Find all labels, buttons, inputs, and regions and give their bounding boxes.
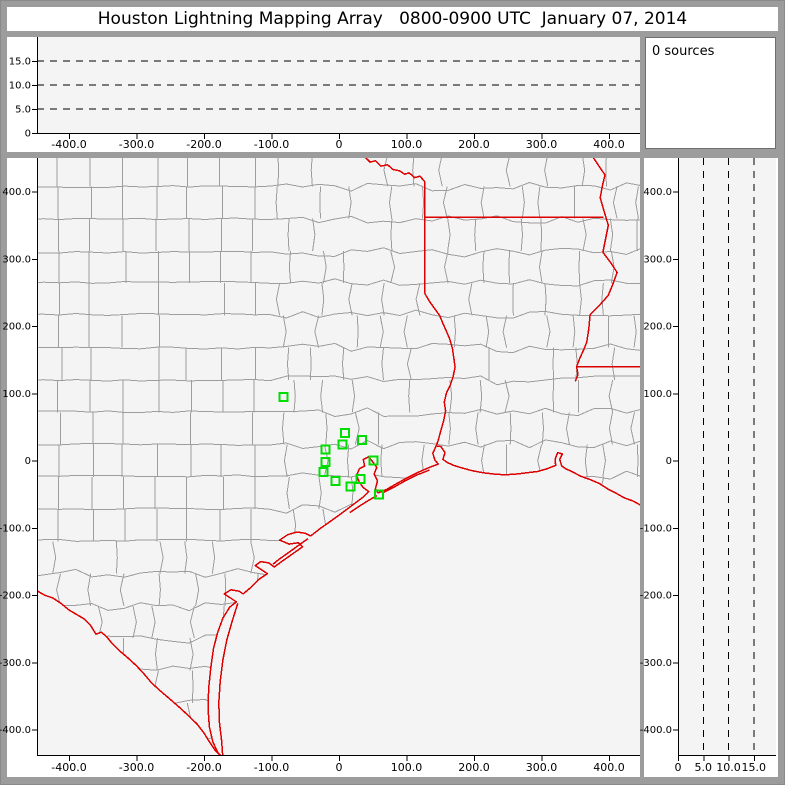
tick-label: -100.0 <box>254 761 289 774</box>
station-marker <box>318 467 329 478</box>
tick-label: -300.0 <box>119 761 154 774</box>
tick-label: 0 <box>336 138 343 151</box>
tick-label: 300.0 <box>2 254 31 265</box>
tick-label: 300.0 <box>643 254 672 265</box>
state-borders-and-coast <box>37 158 640 755</box>
station-marker <box>337 439 348 450</box>
plot-area[interactable] <box>678 158 776 755</box>
altitude-ns-plot[interactable]: 400.0 300.0 200.0 100.0 0 -100.0 -200.0 -300.0 -… <box>640 158 778 777</box>
station-marker <box>373 489 384 500</box>
tick-label: 200.0 <box>458 761 490 774</box>
tick-label: 300.0 <box>526 138 558 151</box>
tick-label: 400.0 <box>643 187 672 198</box>
tick-label: 0 <box>675 761 682 774</box>
altitude-ew-plot[interactable]: 0 5.0 10.0 15.0 -400.0 -300.0 -200.0 -100.0 0 100… <box>7 37 640 152</box>
tick-label: 300.0 <box>526 761 558 774</box>
gulf-of-mexico-mask <box>208 445 640 755</box>
tick-label: 100.0 <box>2 389 31 400</box>
plan-view-map-panel[interactable]: 400.0 300.0 200.0 100.0 0 -100.0 -200.0 -300.0 -… <box>0 158 640 777</box>
station-marker <box>340 428 351 439</box>
tick-label: 200.0 <box>2 322 31 333</box>
red-river-border <box>364 158 426 183</box>
tick-label: 5.0 <box>15 105 31 116</box>
tick-label: 400.0 <box>593 761 625 774</box>
mexico-mask <box>37 590 220 755</box>
map-layers <box>37 158 640 755</box>
tick-label: -300.0 <box>0 658 31 669</box>
tick-label: 0 <box>25 129 31 140</box>
tick-label: 15.0 <box>9 57 31 68</box>
rio-grande-border <box>37 589 221 755</box>
station-marker <box>278 391 289 402</box>
tick-label: 10.0 <box>9 81 31 92</box>
tick-label: 0 <box>25 456 31 467</box>
window-title: Houston Lightning Mapping Array 0800-090… <box>97 9 688 29</box>
tick-label: -400.0 <box>51 761 86 774</box>
station-marker <box>368 455 379 466</box>
station-marker <box>330 475 341 486</box>
sources-count-label: 0 sources <box>652 44 715 59</box>
tick-label: 5.0 <box>695 761 713 774</box>
tick-label: -100.0 <box>640 523 672 534</box>
tick-label: -200.0 <box>0 591 31 602</box>
tick-label: 200.0 <box>458 138 490 151</box>
lma-stations <box>278 391 384 500</box>
tick-label: -200.0 <box>186 138 221 151</box>
tick-label: -200.0 <box>640 591 672 602</box>
station-marker <box>320 444 331 455</box>
tick-label: 100.0 <box>643 389 672 400</box>
tick-label: -100.0 <box>254 138 289 151</box>
mississippi-river-border <box>574 158 618 382</box>
tick-label: 15.0 <box>742 761 767 774</box>
tick-label: 10.0 <box>716 761 741 774</box>
tick-label: -200.0 <box>186 761 221 774</box>
tick-label: 200.0 <box>643 322 672 333</box>
tick-label: 0 <box>666 456 672 467</box>
matagorda-peninsula <box>272 538 309 565</box>
title-bar: Houston Lightning Mapping Array 0800-090… <box>7 7 778 31</box>
sabine-river-border <box>424 292 456 447</box>
altitude-ns-panel[interactable]: 400.0 300.0 200.0 100.0 0 -100.0 -200.0 -300.0 -… <box>640 158 778 777</box>
tick-label: 100.0 <box>391 138 423 151</box>
tick-label: 0 <box>336 761 343 774</box>
sources-count-panel: 0 sources <box>645 37 776 149</box>
station-marker <box>345 481 356 492</box>
station-marker <box>320 457 331 467</box>
tick-label: -100.0 <box>0 523 31 534</box>
tick-label: 400.0 <box>593 138 625 151</box>
plan-view-map[interactable]: 400.0 300.0 200.0 100.0 0 -100.0 -200.0 -300.0 -… <box>0 158 640 777</box>
tick-label: 400.0 <box>2 187 31 198</box>
tick-label: -400.0 <box>0 725 31 736</box>
station-marker <box>355 473 366 484</box>
altitude-ew-panel[interactable]: 0 5.0 10.0 15.0 -400.0 -300.0 -200.0 -100.0 0 100… <box>7 37 640 152</box>
station-marker <box>356 434 367 445</box>
galveston-island <box>349 495 378 514</box>
tick-label: -400.0 <box>51 138 86 151</box>
tick-label: -300.0 <box>640 658 672 669</box>
tick-label: -300.0 <box>119 138 154 151</box>
gulf-coastline <box>207 445 640 755</box>
tick-label: -400.0 <box>640 725 672 736</box>
bolivar-peninsula <box>383 469 430 493</box>
padre-island <box>218 603 239 755</box>
tick-label: 100.0 <box>391 761 423 774</box>
